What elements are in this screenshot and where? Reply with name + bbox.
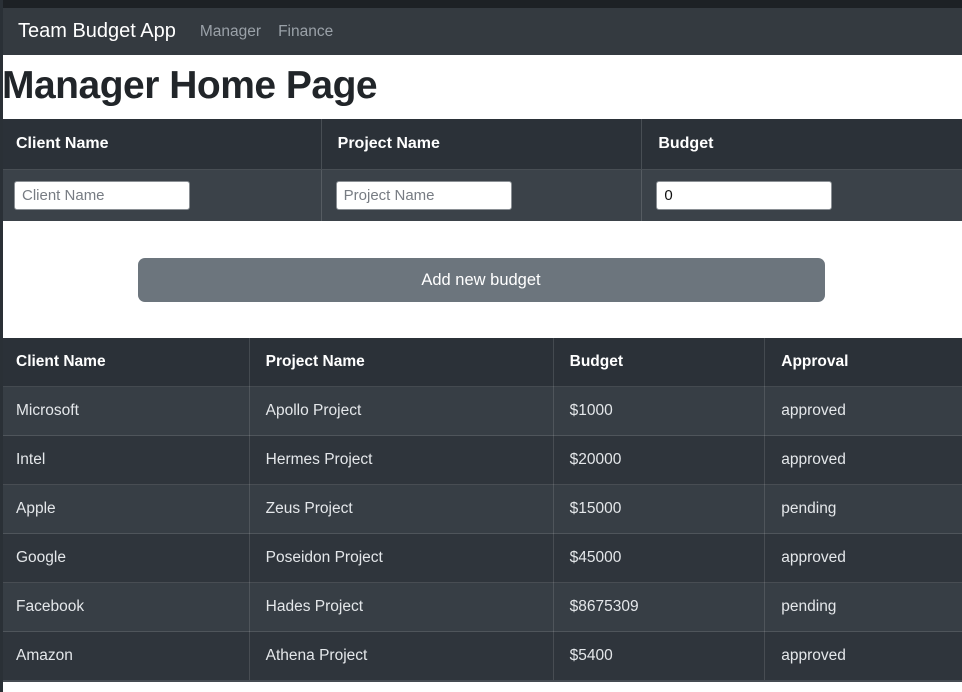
- budget-cell: $5400: [552, 631, 766, 682]
- column-header-client-name: Client Name: [0, 337, 250, 387]
- approval-cell: pending: [764, 582, 962, 632]
- nav-link-manager[interactable]: Manager: [199, 22, 262, 40]
- budget-cell: $8675309: [552, 582, 766, 632]
- table-row: Google Poseidon Project $45000 approved: [0, 533, 962, 583]
- client-name-cell: Apple: [0, 484, 250, 534]
- client-name-cell: Facebook: [0, 582, 250, 632]
- budget-cell: $20000: [552, 435, 766, 485]
- project-name-cell: Zeus Project: [248, 484, 554, 534]
- budget-cell: $1000: [552, 386, 766, 436]
- budget-cell: $15000: [552, 484, 766, 534]
- navbar-brand[interactable]: Team Budget App: [18, 20, 176, 42]
- column-header-project-name: Project Name: [248, 337, 554, 387]
- client-name-cell: Intel: [0, 435, 250, 485]
- budget-form: Client Name Project Name Budget: [0, 119, 962, 221]
- budget-cell: $45000: [552, 533, 766, 583]
- approval-cell: approved: [764, 435, 962, 485]
- form-cell-budget: [641, 170, 962, 221]
- budget-table: Client Name Project Name Budget Approval…: [0, 337, 962, 682]
- form-cell-client-name: [0, 170, 321, 221]
- approval-cell: approved: [764, 533, 962, 583]
- project-name-cell: Apollo Project: [248, 386, 554, 436]
- form-header-project-name: Project Name: [320, 119, 642, 170]
- window-left-edge: [0, 0, 3, 692]
- project-name-input[interactable]: [335, 181, 512, 210]
- table-row: Apple Zeus Project $15000 pending: [0, 484, 962, 534]
- column-header-budget: Budget: [552, 337, 766, 387]
- table-row: Intel Hermes Project $20000 approved: [0, 435, 962, 485]
- window-top-edge: [0, 0, 962, 8]
- project-name-cell: Hermes Project: [248, 435, 554, 485]
- table-row: Microsoft Apollo Project $1000 approved: [0, 386, 962, 436]
- table-header-row: Client Name Project Name Budget Approval: [0, 337, 962, 387]
- form-header-budget: Budget: [641, 119, 962, 170]
- form-header-client-name: Client Name: [0, 119, 321, 170]
- column-header-approval: Approval: [764, 337, 962, 387]
- table-row: Facebook Hades Project $8675309 pending: [0, 582, 962, 632]
- page-title: Manager Home Page: [2, 64, 378, 107]
- project-name-cell: Athena Project: [248, 631, 554, 682]
- form-cell-project-name: [320, 170, 642, 221]
- client-name-input[interactable]: [14, 181, 190, 210]
- table-row: Amazon Athena Project $5400 approved: [0, 631, 962, 682]
- approval-cell: approved: [764, 631, 962, 682]
- client-name-cell: Amazon: [0, 631, 250, 682]
- project-name-cell: Poseidon Project: [248, 533, 554, 583]
- add-budget-button[interactable]: Add new budget: [137, 258, 825, 302]
- client-name-cell: Google: [0, 533, 250, 583]
- nav-link-finance[interactable]: Finance: [278, 22, 334, 40]
- approval-cell: approved: [764, 386, 962, 436]
- navbar: Team Budget App Manager Finance: [0, 8, 962, 55]
- budget-input[interactable]: [656, 181, 833, 210]
- client-name-cell: Microsoft: [0, 386, 250, 436]
- project-name-cell: Hades Project: [248, 582, 554, 632]
- approval-cell: pending: [764, 484, 962, 534]
